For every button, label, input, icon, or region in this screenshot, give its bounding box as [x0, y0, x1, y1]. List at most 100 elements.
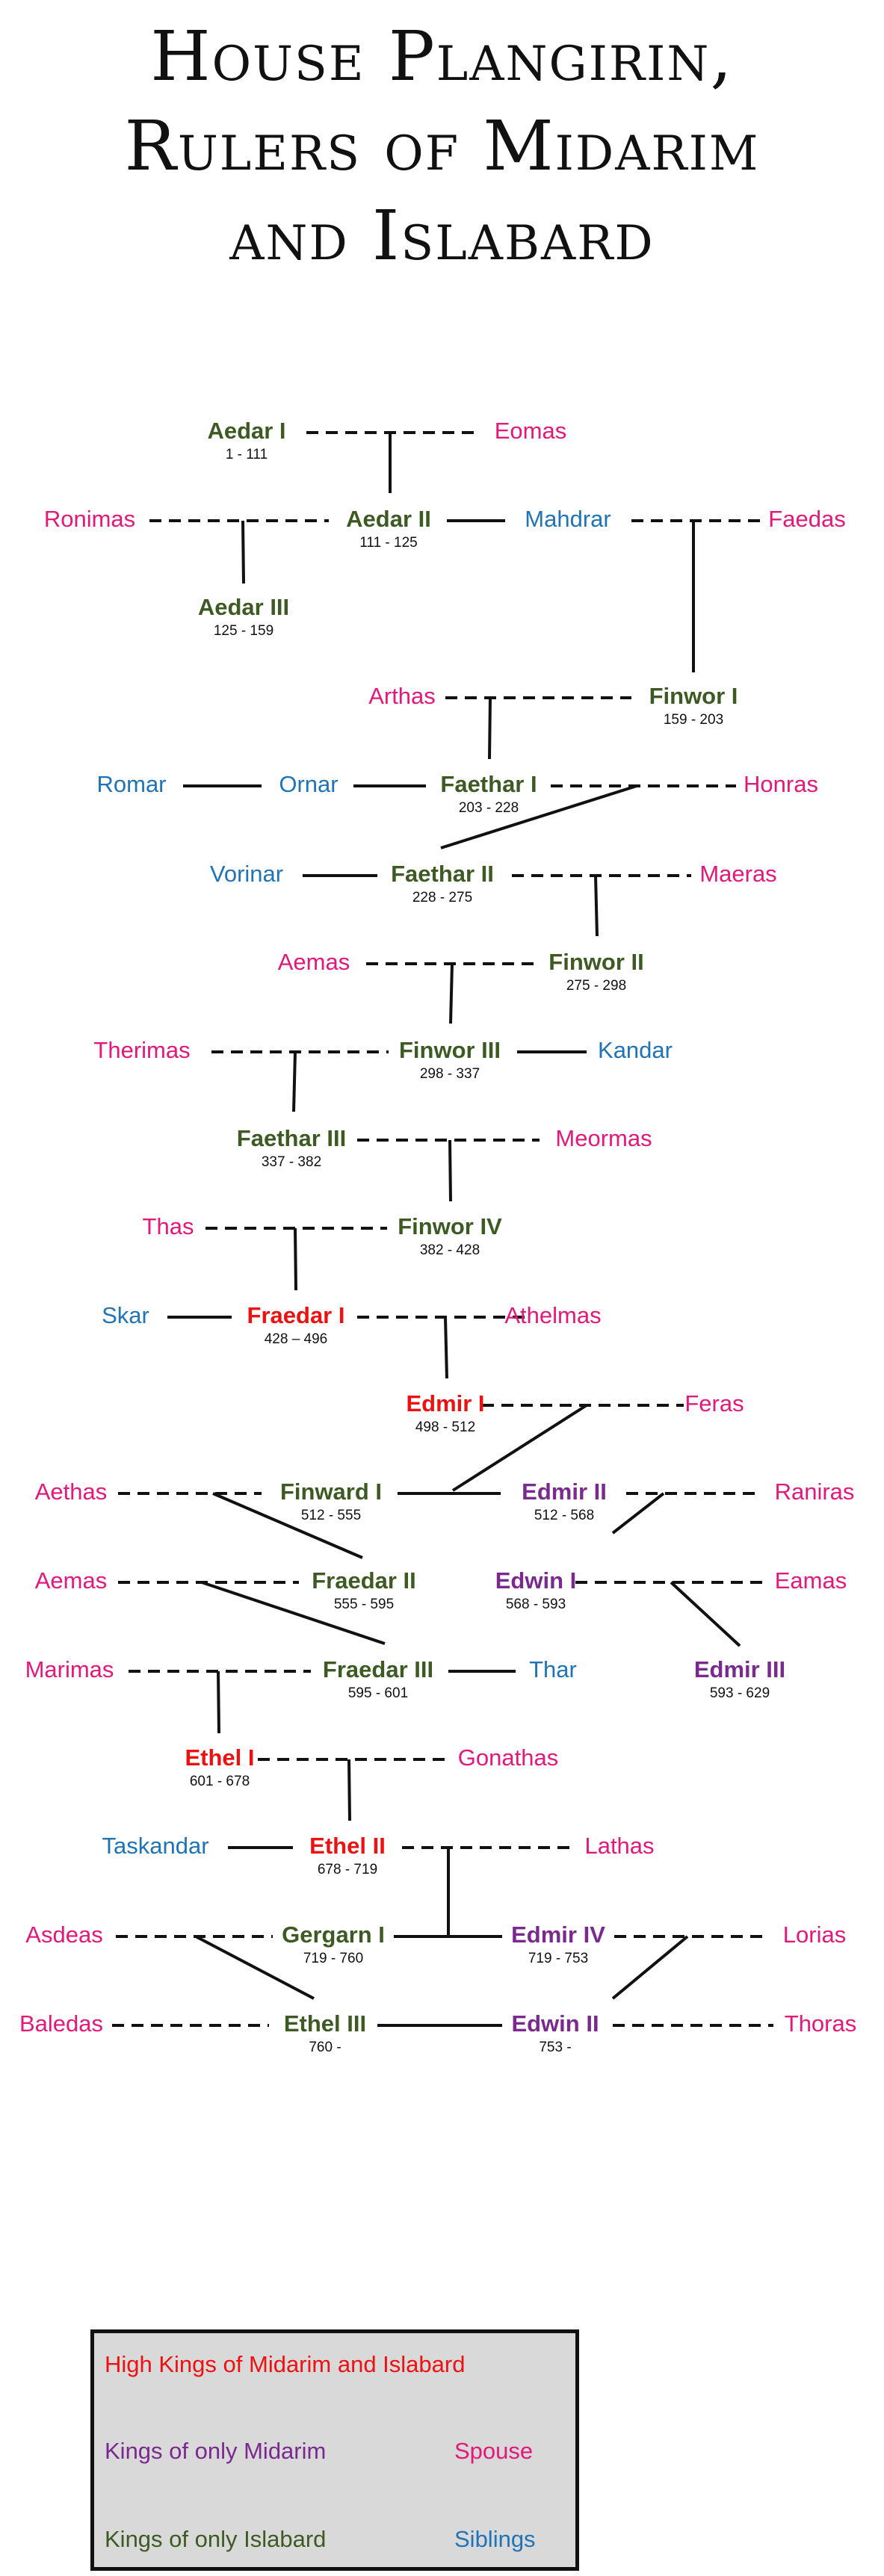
person-name: Fraedar II: [312, 1567, 416, 1594]
person-name: Skar: [102, 1302, 149, 1328]
person-name: Thoras: [784, 2010, 857, 2037]
person-aemas1: Aemas: [278, 950, 350, 975]
person-name: Eamas: [774, 1567, 847, 1594]
person-thoras: Thoras: [785, 2011, 856, 2037]
person-name: Kandar: [598, 1037, 673, 1063]
person-edwin2: Edwin II 753 -: [511, 2011, 599, 2056]
descent-link: [292, 1051, 297, 1112]
reign-dates: 498 - 512: [415, 1419, 476, 1435]
person-name: Thas: [142, 1213, 194, 1239]
descent-link: [611, 1935, 689, 2000]
person-name: Thar: [529, 1656, 577, 1682]
family-tree-connectors: [112, 431, 773, 2027]
person-name: Honras: [744, 771, 818, 797]
person-name: Athelmas: [504, 1302, 602, 1328]
reign-dates: 719 - 760: [303, 1951, 364, 1966]
person-name: Ethel II: [309, 1833, 386, 1859]
person-faethar2: Faethar II 228 - 275: [391, 861, 494, 906]
person-ornar: Ornar: [279, 772, 338, 797]
person-fraedar1: Fraedar I 428 – 496: [247, 1303, 345, 1348]
person-name: Baledas: [19, 2010, 104, 2037]
person-name: Finwor IV: [398, 1213, 502, 1239]
person-name: Gergarn I: [282, 1922, 385, 1948]
person-name: Aedar I: [207, 418, 286, 444]
person-name: Ornar: [279, 771, 339, 797]
person-name: Edwin I: [495, 1567, 577, 1594]
person-name: Raniras: [774, 1479, 855, 1505]
person-ronimas: Ronimas: [44, 507, 135, 532]
person-name: Vorinar: [209, 861, 284, 887]
person-faethar1: Faethar I 203 - 228: [440, 772, 537, 817]
person-name: Edwin II: [511, 2010, 599, 2037]
legend-siblings: Siblings: [454, 2526, 536, 2552]
person-name: Maeras: [699, 861, 777, 887]
person-name: Finwor I: [649, 683, 738, 709]
legend-high-kings: High Kings of Midarim and Islabard: [105, 2351, 466, 2377]
person-taskandar: Taskandar: [102, 1833, 208, 1859]
reign-dates: 159 - 203: [663, 712, 724, 728]
descent-link: [444, 1316, 448, 1379]
descent-link: [440, 784, 637, 849]
person-faedas: Faedas: [768, 507, 845, 532]
legend-spouse: Spouse: [454, 2438, 534, 2464]
person-gonathas: Gonathas: [458, 1745, 558, 1771]
reign-dates: 1 - 111: [225, 447, 268, 462]
person-romar: Romar: [96, 772, 166, 797]
descent-link: [241, 520, 245, 584]
person-edmir4: Edmir IV 719 - 753: [511, 1922, 605, 1967]
reign-dates: 203 - 228: [458, 800, 519, 816]
reign-dates: 760 -: [309, 2040, 341, 2055]
title-line-2: Rulers of Midarim: [124, 106, 760, 186]
person-mahdrar: Mahdrar: [525, 507, 611, 532]
person-lorias: Lorias: [783, 1922, 846, 1948]
person-edmir1: Edmir I 498 - 512: [406, 1391, 484, 1436]
person-faethar3: Faethar III 337 - 382: [237, 1126, 346, 1171]
descent-link: [294, 1227, 297, 1291]
reign-dates: 593 - 629: [709, 1685, 770, 1701]
person-name: Lathas: [584, 1833, 655, 1859]
descent-link: [449, 963, 454, 1024]
person-name: Taskandar: [102, 1833, 209, 1859]
descent-link: [670, 1581, 741, 1647]
reign-dates: 275 - 298: [566, 978, 627, 994]
descent-link: [611, 1492, 665, 1535]
descent-link: [594, 875, 599, 937]
person-fraedar2: Fraedar II 555 - 595: [312, 1568, 416, 1613]
person-feras: Feras: [684, 1391, 744, 1417]
person-finwor1: Finwor I 159 - 203: [649, 684, 738, 728]
person-name: Aedar II: [346, 506, 431, 532]
person-name: Romar: [96, 771, 167, 797]
reign-dates: 595 - 601: [347, 1685, 409, 1701]
person-aedar1: Aedar I 1 - 111: [207, 418, 285, 463]
person-finward1: Finward I 512 - 555: [280, 1479, 382, 1524]
person-name: Marimas: [25, 1656, 114, 1682]
person-athelmas: Athelmas: [504, 1303, 601, 1328]
person-asdeas: Asdeas: [25, 1922, 102, 1948]
person-edmir2: Edmir II 512 - 568: [522, 1479, 607, 1524]
reign-dates: 111 - 125: [359, 535, 418, 551]
reign-dates: 337 - 382: [261, 1154, 322, 1170]
legend-islabard-only: Kings of only Islabard: [105, 2526, 327, 2552]
person-arthas: Arthas: [368, 684, 436, 709]
person-ethel3: Ethel III 760 -: [284, 2011, 366, 2056]
person-marimas: Marimas: [25, 1657, 114, 1682]
person-thar: Thar: [529, 1657, 577, 1682]
reign-dates: 298 - 337: [419, 1066, 480, 1082]
descent-link: [212, 1492, 363, 1559]
person-name: Aedar III: [197, 594, 290, 620]
person-vorinar: Vorinar: [210, 861, 283, 887]
person-ethel2: Ethel II 678 - 719: [309, 1833, 386, 1878]
person-meormas: Meormas: [555, 1126, 652, 1151]
person-kandar: Kandar: [598, 1038, 673, 1063]
person-finwor2: Finwor II 275 - 298: [548, 950, 643, 994]
person-name: Aemas: [277, 949, 350, 975]
person-name: Aemas: [34, 1567, 108, 1594]
person-name: Eomas: [494, 418, 567, 444]
person-name: Edmir II: [522, 1479, 607, 1505]
person-aedar3: Aedar III 125 - 159: [198, 595, 289, 640]
person-name: Fraedar I: [247, 1302, 345, 1328]
person-therimas: Therimas: [93, 1038, 190, 1063]
descent-link: [195, 1935, 315, 2000]
person-name: Faethar III: [236, 1125, 347, 1151]
reign-dates: 678 - 719: [317, 1862, 378, 1877]
